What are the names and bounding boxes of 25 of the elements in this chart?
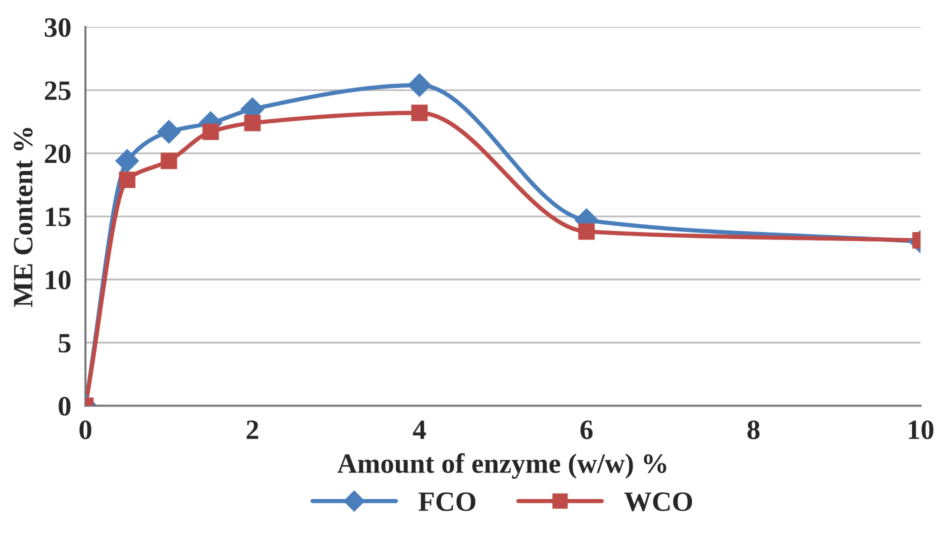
legend-label: WCO: [624, 492, 692, 512]
point: [160, 152, 178, 170]
x-axis-title: Amount of enzyme (w/w) %: [337, 453, 666, 479]
y-tick-label: 30: [44, 18, 70, 37]
y-tick-label: 0: [58, 396, 70, 416]
point: [244, 114, 261, 132]
y-tick-label: 20: [44, 144, 70, 164]
x-tick-label: 2: [246, 420, 258, 439]
x-tick-label: 8: [747, 420, 760, 440]
y-tick-label: 15: [46, 208, 71, 226]
y-tick-label: 10: [46, 270, 70, 290]
x-tick-label: 10: [908, 420, 934, 440]
point: [202, 124, 219, 140]
y-axis-title: ME Content %: [14, 128, 33, 307]
point: [118, 172, 136, 188]
point: [115, 148, 140, 173]
point: [156, 120, 181, 144]
x-tick-label: 0: [80, 420, 92, 440]
y-tick-label: 25: [44, 81, 71, 100]
point: [407, 73, 432, 98]
y-tick-label: 5: [58, 334, 71, 353]
x-tick-label: 4: [412, 420, 426, 439]
x-tick-label: 6: [580, 420, 593, 440]
point: [411, 104, 428, 122]
legend-label: FCO: [418, 492, 476, 512]
